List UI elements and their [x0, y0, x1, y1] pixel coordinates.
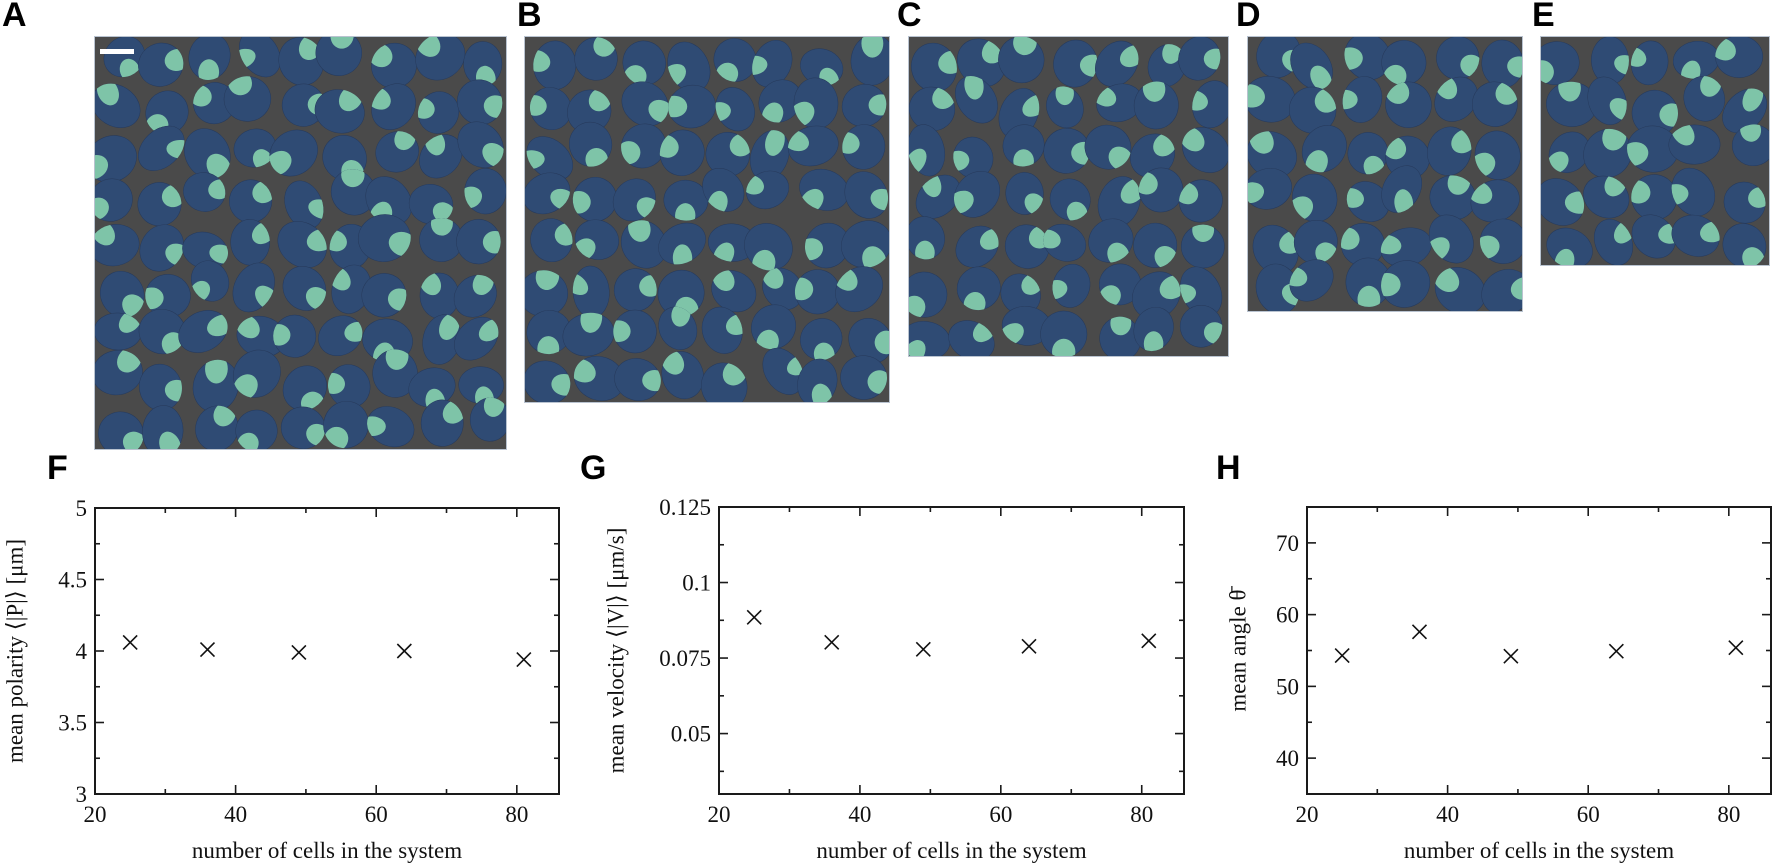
data-point-x-marker-icon	[824, 634, 840, 650]
y-tick-label: 0.05	[671, 722, 711, 747]
y-tick-label: 60	[1276, 603, 1299, 628]
y-tick-label: 4	[76, 639, 88, 664]
x-tick-label: 20	[1296, 802, 1319, 827]
y-tick-label: 4.5	[58, 568, 87, 593]
x-tick-label: 80	[1717, 802, 1740, 827]
data-point-x-marker-icon	[1021, 638, 1037, 654]
panel-label-a: A	[2, 0, 27, 34]
scale-bar	[100, 49, 134, 54]
y-tick-label: 50	[1276, 674, 1299, 699]
panel-label-e: E	[1532, 0, 1555, 34]
simulation-snapshot-c	[908, 36, 1229, 357]
x-tick-label: 60	[1577, 802, 1600, 827]
x-axis-label: number of cells in the system	[816, 838, 1086, 863]
y-tick-label: 5	[76, 496, 88, 521]
data-point-x-marker-icon	[1608, 643, 1624, 659]
plot-frame	[718, 506, 1185, 795]
simulation-snapshot-b	[524, 36, 890, 403]
x-tick-label: 60	[365, 802, 388, 827]
data-point-x-marker-icon	[915, 641, 931, 657]
panel-label-g: G	[580, 449, 607, 487]
y-tick-label: 3.5	[58, 711, 87, 736]
simulation-snapshot-a	[94, 36, 507, 450]
plot-frame	[1306, 506, 1772, 795]
y-axis-label: mean velocity ⟨|V|⟩ [μm/s]	[603, 528, 628, 774]
x-tick-label: 80	[505, 802, 528, 827]
simulation-snapshot-d	[1247, 36, 1523, 312]
panel-label-b: B	[517, 0, 542, 34]
x-tick-label: 20	[84, 802, 107, 827]
x-axis-label: number of cells in the system	[192, 838, 462, 863]
y-tick-label: 0.075	[659, 646, 711, 671]
x-tick-label: 40	[1436, 802, 1459, 827]
x-tick-label: 40	[848, 802, 871, 827]
y-tick-label: 0.125	[659, 495, 711, 520]
y-tick-label: 3	[76, 782, 88, 807]
data-point-x-marker-icon	[396, 643, 412, 659]
y-tick-label: 70	[1276, 531, 1299, 556]
y-axis-label: mean angle θ̄	[1225, 585, 1250, 711]
data-point-x-marker-icon	[291, 644, 307, 660]
y-tick-label: 40	[1276, 746, 1299, 771]
data-point-x-marker-icon	[516, 652, 532, 668]
y-axis-label: mean polarity ⟨|P|⟩ [μm]	[2, 539, 27, 763]
panel-label-c: C	[897, 0, 922, 34]
panel-label-f: F	[47, 449, 68, 487]
data-point-x-marker-icon	[746, 609, 762, 625]
panel-label-h: H	[1216, 449, 1241, 487]
data-point-x-marker-icon	[1411, 624, 1428, 640]
x-tick-label: 20	[708, 802, 731, 827]
data-point-x-marker-icon	[1728, 640, 1744, 656]
x-tick-label: 40	[224, 802, 247, 827]
panel-label-d: D	[1236, 0, 1261, 34]
data-point-x-marker-icon	[199, 642, 216, 658]
data-point-x-marker-icon	[1503, 648, 1519, 664]
simulation-snapshot-e	[1540, 36, 1770, 266]
x-tick-label: 80	[1130, 802, 1153, 827]
y-tick-label: 0.1	[682, 571, 711, 596]
data-point-x-marker-icon	[1141, 633, 1157, 649]
data-point-x-marker-icon	[122, 634, 138, 650]
x-axis-label: number of cells in the system	[1404, 838, 1674, 863]
x-tick-label: 60	[989, 802, 1012, 827]
data-point-x-marker-icon	[1334, 647, 1350, 664]
